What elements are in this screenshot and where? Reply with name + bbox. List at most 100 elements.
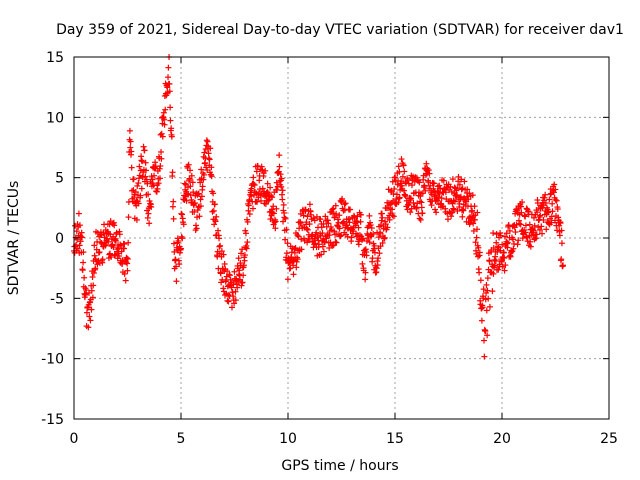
data-point (136, 163, 143, 170)
data-point (333, 210, 340, 217)
data-point (183, 190, 190, 197)
data-point (450, 197, 457, 204)
data-point (364, 230, 371, 237)
data-point (224, 268, 231, 275)
data-point (536, 226, 543, 233)
data-point (481, 353, 488, 360)
data-point (540, 216, 547, 223)
data-point (366, 239, 373, 246)
data-point (331, 228, 338, 235)
data-point (391, 185, 398, 192)
data-point (554, 206, 561, 213)
data-point (107, 250, 114, 257)
data-point (262, 201, 269, 208)
data-point (493, 231, 500, 238)
data-point (241, 257, 248, 264)
data-point (239, 279, 246, 286)
data-point (132, 188, 139, 195)
data-point (109, 241, 116, 248)
data-point (558, 227, 565, 234)
data-point (133, 216, 140, 223)
data-point (298, 236, 305, 243)
data-point (379, 239, 386, 246)
data-point (378, 217, 385, 224)
data-point (152, 159, 159, 166)
data-point (398, 178, 405, 185)
data-point (156, 175, 163, 182)
data-point (464, 186, 471, 193)
data-point (362, 269, 369, 276)
data-point (79, 267, 86, 274)
data-point (282, 236, 289, 243)
data-point (407, 195, 414, 202)
data-point (277, 171, 284, 178)
data-point (99, 256, 106, 263)
data-point (469, 207, 476, 214)
data-point (294, 256, 301, 263)
data-point (486, 258, 493, 265)
data-point (469, 192, 476, 199)
data-point (251, 182, 258, 189)
data-point (197, 179, 204, 186)
data-point (389, 206, 396, 213)
data-point (297, 219, 304, 226)
data-point (231, 300, 238, 307)
x-tick-label: 25 (600, 431, 618, 447)
data-point (506, 227, 513, 234)
data-point (390, 213, 397, 220)
data-point (126, 127, 133, 134)
data-point (175, 237, 182, 244)
data-point (556, 232, 563, 239)
data-point (362, 276, 369, 283)
data-point (160, 109, 167, 116)
data-point (265, 197, 272, 204)
data-point (542, 191, 549, 198)
data-point (144, 180, 151, 187)
data-point (190, 189, 197, 196)
data-point (491, 262, 498, 269)
data-point (108, 253, 115, 260)
data-point (536, 213, 543, 220)
data-point (127, 138, 134, 145)
data-point (156, 165, 163, 172)
data-point (158, 148, 165, 155)
data-point (224, 297, 231, 304)
data-point (395, 163, 402, 170)
data-point (268, 192, 275, 199)
data-point (369, 255, 376, 262)
data-point (189, 179, 196, 186)
data-point (76, 242, 83, 249)
data-point (162, 106, 169, 113)
data-point (450, 205, 457, 212)
data-point (274, 186, 281, 193)
data-point (346, 215, 353, 222)
data-point (270, 203, 277, 210)
data-point (486, 303, 493, 310)
axis-ticks: 0 5 10 15 20 25 -15 -10 -5 0 5 10 15 (41, 50, 618, 447)
data-point (257, 197, 264, 204)
data-point (166, 80, 173, 87)
data-point (165, 74, 172, 81)
data-point (489, 288, 496, 295)
data-point (170, 240, 177, 247)
data-point (476, 269, 483, 276)
data-point (465, 196, 472, 203)
data-point (244, 218, 251, 225)
data-point (483, 281, 490, 288)
data-point (74, 245, 81, 252)
data-point (399, 173, 406, 180)
data-point (279, 187, 286, 194)
data-point (191, 208, 198, 215)
data-point (92, 265, 99, 272)
data-point (151, 172, 158, 179)
data-point (148, 203, 155, 210)
data-point (460, 207, 467, 214)
data-point (89, 294, 96, 301)
data-point (375, 255, 382, 262)
data-point (273, 179, 280, 186)
data-point (405, 180, 412, 187)
data-point (407, 209, 414, 216)
data-point (451, 198, 458, 205)
data-point (401, 168, 408, 175)
data-point (546, 196, 553, 203)
